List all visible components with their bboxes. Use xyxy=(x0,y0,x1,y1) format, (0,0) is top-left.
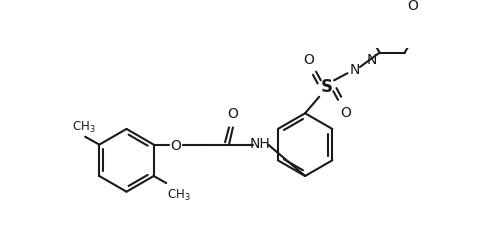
Text: NH: NH xyxy=(250,136,271,151)
Text: O: O xyxy=(407,0,418,13)
Text: O: O xyxy=(170,138,181,152)
Text: O: O xyxy=(303,53,314,67)
Text: O: O xyxy=(340,106,351,120)
Text: CH$_3$: CH$_3$ xyxy=(72,119,95,134)
Text: S: S xyxy=(321,77,333,95)
Text: N: N xyxy=(349,63,360,77)
Text: O: O xyxy=(228,107,239,121)
Text: CH$_3$: CH$_3$ xyxy=(167,187,191,202)
Text: N: N xyxy=(367,53,377,67)
